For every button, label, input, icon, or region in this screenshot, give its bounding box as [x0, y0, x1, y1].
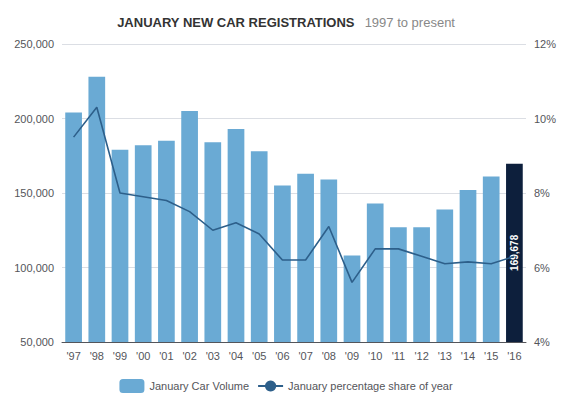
svg-text:'16: '16	[507, 350, 521, 362]
svg-text:200,000: 200,000	[14, 113, 54, 125]
svg-text:'08: '08	[322, 350, 336, 362]
svg-text:169,678: 169,678	[509, 234, 520, 271]
svg-text:'00: '00	[136, 350, 150, 362]
svg-text:'10: '10	[368, 350, 382, 362]
svg-text:'12: '12	[414, 350, 428, 362]
svg-text:'14: '14	[461, 350, 475, 362]
svg-text:'98: '98	[90, 350, 104, 362]
svg-text:100,000: 100,000	[14, 262, 54, 274]
svg-text:'01: '01	[159, 350, 173, 362]
svg-text:JANUARY NEW CAR REGISTRATIONS: JANUARY NEW CAR REGISTRATIONS	[117, 15, 355, 30]
svg-text:12%: 12%	[534, 38, 556, 50]
svg-text:10%: 10%	[534, 113, 556, 125]
svg-text:250,000: 250,000	[14, 38, 54, 50]
svg-text:6%: 6%	[534, 262, 550, 274]
svg-text:'05: '05	[252, 350, 266, 362]
svg-text:1997 to present: 1997 to present	[365, 15, 456, 30]
svg-text:January percentage share of ye: January percentage share of year	[288, 380, 453, 392]
svg-text:'15: '15	[484, 350, 498, 362]
svg-text:'13: '13	[438, 350, 452, 362]
svg-text:'06: '06	[275, 350, 289, 362]
svg-text:'04: '04	[229, 350, 243, 362]
svg-text:'99: '99	[113, 350, 127, 362]
svg-text:January Car Volume: January Car Volume	[149, 380, 249, 392]
svg-text:'09: '09	[345, 350, 359, 362]
svg-text:'97: '97	[66, 350, 80, 362]
svg-text:150,000: 150,000	[14, 187, 54, 199]
svg-text:4%: 4%	[534, 336, 550, 348]
svg-text:'07: '07	[298, 350, 312, 362]
svg-text:50,000: 50,000	[20, 336, 54, 348]
svg-text:8%: 8%	[534, 187, 550, 199]
svg-text:'11: '11	[392, 350, 406, 362]
svg-text:'03: '03	[206, 350, 220, 362]
svg-text:'02: '02	[182, 350, 196, 362]
